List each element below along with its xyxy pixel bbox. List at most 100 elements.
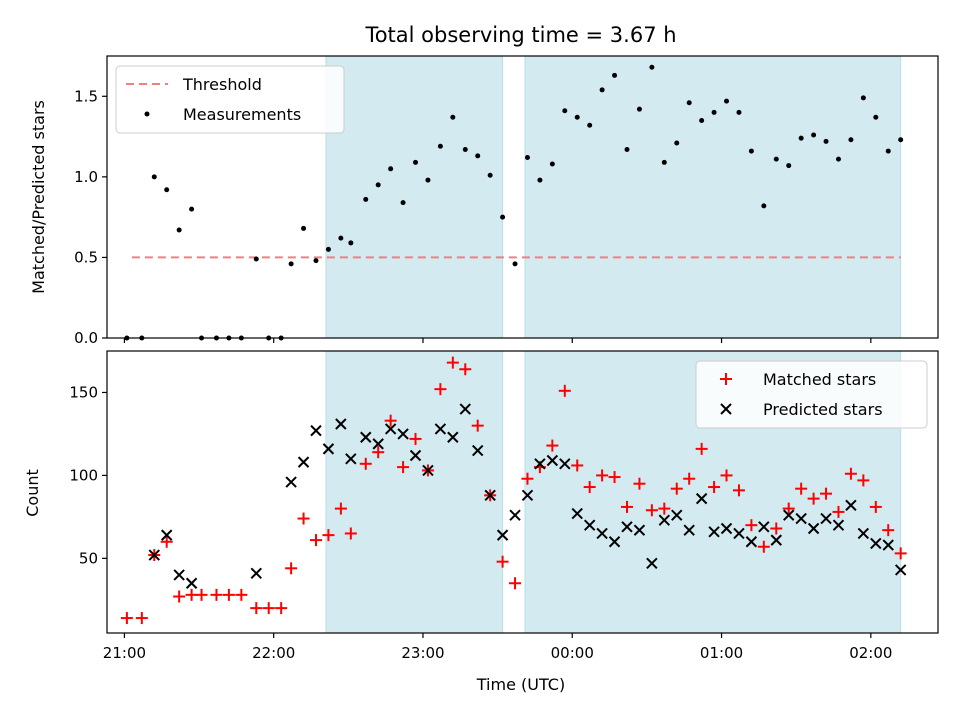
measurement-point (587, 122, 593, 128)
predicted-star-marker (596, 527, 608, 540)
measurement-point (189, 206, 195, 212)
top-plot-frame (106, 55, 939, 339)
predicted-star-marker (894, 564, 907, 576)
measurement-point (325, 246, 331, 252)
predicted-star-marker (857, 527, 870, 540)
matched-star-marker (770, 522, 783, 535)
measurement-point (811, 132, 817, 138)
matched-star-marker (509, 577, 522, 590)
matched-star-marker (222, 588, 235, 601)
predicted-star-marker (870, 537, 882, 550)
measurement-point (835, 156, 841, 162)
predicted-star-marker (683, 524, 695, 536)
x-axis-label: Time (UTC) (476, 675, 565, 694)
predicted-star-marker (646, 557, 658, 570)
top-y-ticks: 0.0 0.5 1.0 1.5 (74, 87, 107, 347)
matched-star-marker (720, 469, 733, 482)
matched-star-marker (571, 459, 584, 472)
predicted-star-marker (372, 438, 384, 450)
matched-star-marker (446, 356, 459, 369)
x-tick-label: 00:00 (551, 644, 594, 662)
matched-star-marker (521, 472, 534, 485)
measurement-point (301, 225, 307, 231)
matched-star-marker (210, 588, 223, 601)
measurement-point (674, 140, 680, 146)
matched-star-marker (670, 482, 683, 495)
predicted-star-marker (509, 509, 521, 521)
shaded-interval (325, 55, 504, 339)
measurement-point (711, 109, 717, 115)
predicted-star-marker (496, 529, 509, 541)
matched-star-marker (596, 469, 609, 482)
bottom-y-ticks: 50 100 150 (69, 383, 107, 567)
bottom-legend: Matched stars Predicted stars (695, 360, 928, 429)
matched-star-marker (285, 562, 298, 575)
measurement-point (748, 148, 754, 154)
predicted-star-marker (546, 454, 559, 467)
measurement-point (338, 235, 344, 241)
predicted-star-marker (583, 519, 596, 531)
measurement-point (873, 114, 879, 120)
x-tick-label: 01:00 (700, 644, 743, 662)
measurement-point (898, 137, 904, 143)
measurement-point (313, 258, 319, 264)
predicted-star-marker (384, 423, 397, 435)
predicted-star-marker (658, 514, 671, 526)
measurement-point (686, 100, 692, 106)
predicted-star-marker (633, 524, 646, 536)
measurement-point (786, 163, 792, 169)
measurement-point (288, 261, 294, 267)
y-tick-label: 1.0 (74, 168, 98, 186)
matched-star-marker (633, 477, 646, 490)
measurement-point (475, 153, 481, 159)
top-legend: Threshold Measurements (115, 65, 345, 134)
matched-star-marker (195, 588, 208, 601)
predicted-star-marker (770, 534, 782, 546)
matched-star-marker (135, 612, 148, 625)
y-tick-label: 100 (69, 466, 98, 484)
y-tick-label: 150 (69, 383, 98, 401)
matched-star-marker (359, 457, 372, 470)
matched-star-marker (658, 502, 671, 515)
predicted-star-marker (472, 444, 484, 457)
matched-star-marker (645, 504, 658, 517)
predicted-star-marker (534, 458, 546, 470)
matched-star-marker (844, 467, 857, 480)
measurement-point (400, 200, 406, 206)
matched-star-marker (546, 439, 559, 452)
matched-star-marker (807, 492, 820, 505)
measurement-point (348, 240, 354, 246)
matched-star-marker (620, 500, 633, 513)
matched-star-marker (262, 602, 275, 615)
predicted-star-marker (360, 431, 372, 443)
matched-star-marker (309, 534, 322, 547)
top-legend-threshold-label: Threshold (182, 75, 262, 94)
measurement-point (562, 108, 568, 114)
predicted-star-marker (845, 499, 857, 511)
predicted-star-marker (820, 512, 832, 525)
matched-star-marker (732, 484, 745, 497)
matched-star-marker (708, 481, 721, 494)
measurement-point (363, 196, 369, 202)
bottom-legend-predicted-swatch (720, 403, 732, 415)
predicted-star-marker (621, 521, 633, 533)
matched-star-marker (496, 555, 509, 568)
matched-star-marker (173, 590, 186, 603)
predicted-star-marker (882, 539, 894, 551)
predicted-star-marker (250, 567, 262, 579)
predicted-star-marker (720, 522, 733, 535)
matched-star-marker (322, 529, 335, 542)
y-tick-label: 0.5 (74, 248, 98, 266)
predicted-star-marker (783, 509, 795, 521)
top-chart: 0.0 0.5 1.0 1.5 Matched/Predicted stars Thr… (29, 55, 939, 347)
measurement-point (151, 174, 157, 180)
measurement-point (164, 187, 170, 193)
predicted-star-marker (807, 522, 820, 535)
predicted-star-marker (161, 529, 173, 541)
matched-star-marker (857, 474, 870, 487)
matched-star-marker (459, 363, 472, 376)
measurement-point (798, 135, 804, 141)
bottom-legend-predicted-label: Predicted stars (763, 400, 883, 419)
y-tick-label: 1.5 (74, 87, 98, 105)
measurement-point (524, 155, 530, 161)
